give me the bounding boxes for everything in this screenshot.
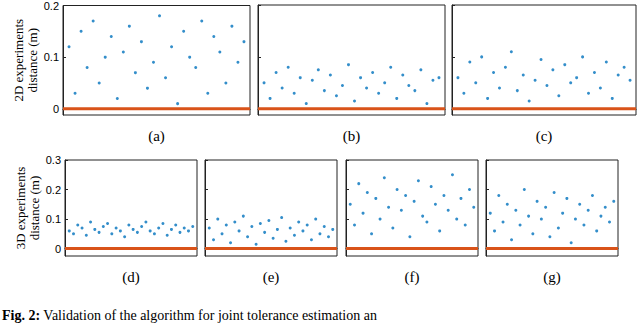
svg-text:0: 0 <box>53 103 59 115</box>
svg-text:distance (m): distance (m) <box>27 176 42 241</box>
svg-text:(a): (a) <box>148 128 165 145</box>
svg-text:(b): (b) <box>343 128 361 145</box>
svg-text:0.1: 0.1 <box>44 51 59 63</box>
svg-text:(c): (c) <box>536 128 553 145</box>
svg-text:0.1: 0.1 <box>46 213 61 225</box>
svg-text:0.2: 0.2 <box>46 184 61 196</box>
svg-text:(d): (d) <box>122 269 140 286</box>
svg-text:(e): (e) <box>263 269 280 286</box>
svg-text:0.2: 0.2 <box>44 0 59 12</box>
svg-text:3D experiments: 3D experiments <box>13 167 28 250</box>
svg-text:Validation of the algorithm fo: Validation of the algorithm for joint to… <box>40 308 377 323</box>
svg-text:(f): (f) <box>405 269 420 286</box>
svg-text:0.3: 0.3 <box>46 154 61 166</box>
svg-text:0: 0 <box>55 243 61 255</box>
svg-text:(g): (g) <box>543 269 561 286</box>
svg-text:2D experiments: 2D experiments <box>11 19 26 102</box>
svg-text:Fig. 2:: Fig. 2: <box>2 308 40 323</box>
svg-text:distance (m): distance (m) <box>25 28 40 93</box>
